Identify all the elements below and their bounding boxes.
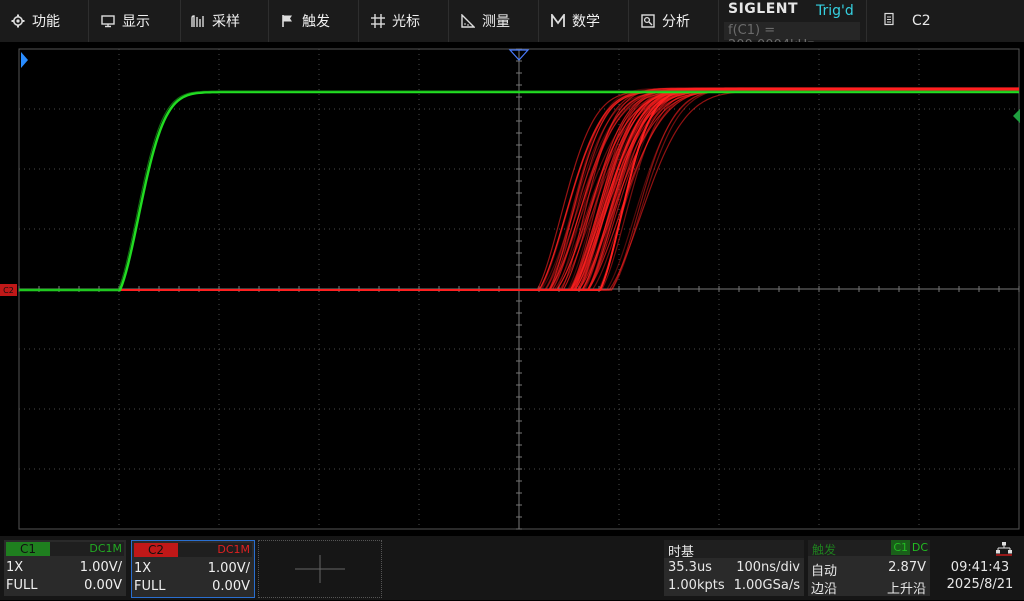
menu-analysis[interactable]: 分析 — [640, 0, 690, 42]
battery-icon — [884, 12, 894, 30]
menu-acquire[interactable]: 采样 — [190, 0, 240, 42]
trigger-slope: 上升沿 — [886, 582, 926, 597]
ch1-trace — [19, 90, 1019, 292]
timebase-points: 1.00kpts — [668, 578, 725, 593]
ch2-trace — [19, 89, 1020, 291]
network-icon — [996, 542, 1012, 560]
channel-1-header: C1 DC1M — [6, 542, 124, 556]
timebase-rate: 1.00GSa/s — [733, 578, 800, 593]
waveform-grid: C2 — [0, 42, 1024, 536]
channel-2-info[interactable]: C2 DC1M 1X 1.00V/ FULL 0.00V — [131, 540, 255, 598]
timebase-header: 时基 — [664, 540, 804, 560]
trigger-source: C1 — [891, 540, 910, 555]
plus-icon — [295, 555, 345, 583]
timebase-title: 时基 — [668, 545, 695, 560]
menu-cursors-label: 光标 — [392, 14, 420, 30]
trigger-position-marker[interactable] — [21, 52, 28, 68]
divider — [358, 0, 359, 42]
clock-area: 09:41:43 2025/8/21 — [936, 540, 1024, 596]
channel-2-row-2: FULL 0.00V — [134, 579, 250, 594]
trigger-level: 2.87V — [888, 560, 926, 575]
frequency-counter: f(C1) = 200.0004kHz — [724, 22, 860, 53]
analysis-icon — [640, 13, 656, 29]
channel-2-row-1: 1X 1.00V/ — [134, 561, 250, 576]
divider — [866, 0, 867, 42]
channel-1-offset: 0.00V — [84, 578, 122, 593]
gear-icon — [10, 13, 26, 29]
divider — [628, 0, 629, 42]
trigger-title: 触发 — [812, 543, 837, 557]
divider — [718, 0, 719, 42]
flag-icon — [280, 13, 296, 29]
menu-cursors[interactable]: 光标 — [370, 0, 420, 42]
menu-display-label: 显示 — [122, 14, 150, 30]
timebase-delay: 35.3us — [668, 560, 712, 575]
divider — [538, 0, 539, 42]
timebase-info[interactable]: 时基 35.3us 100ns/div 1.00kpts 1.00GSa/s — [664, 540, 804, 596]
horizontal-trigger-marker[interactable] — [508, 49, 530, 61]
ch1-trace — [19, 90, 1019, 291]
trigger-status: Trig'd — [816, 3, 854, 19]
menu-function[interactable]: 功能 — [10, 0, 60, 42]
waveform-display[interactable]: C2 — [0, 42, 1024, 536]
channel-1-bandwidth: FULL — [6, 578, 38, 593]
bottom-status-bar: C1 DC1M 1X 1.00V/ FULL 0.00V C2 DC1M 1X … — [0, 536, 1024, 600]
menu-analysis-label: 分析 — [662, 14, 690, 30]
channel-2-bandwidth: FULL — [134, 579, 166, 594]
trigger-info[interactable]: 触发 C1 DC 自动 2.87V 边沿 上升沿 — [808, 540, 930, 597]
trigger-header: 触发 C1 DC — [808, 540, 930, 557]
menu-display[interactable]: 显示 — [100, 0, 150, 42]
brand-logo: SIGLENT — [728, 1, 799, 17]
channel-1-info[interactable]: C1 DC1M 1X 1.00V/ FULL 0.00V — [4, 540, 126, 596]
channel-1-scale: 1.00V/ — [79, 560, 122, 575]
menu-function-label: 功能 — [32, 14, 60, 30]
divider — [88, 0, 89, 42]
trigger-level-marker[interactable] — [1013, 109, 1020, 123]
channel-1-row-1: 1X 1.00V/ — [6, 560, 122, 575]
channel-2-tag: C2 — [134, 543, 178, 557]
math-icon — [550, 13, 566, 29]
channel-1-row-2: FULL 0.00V — [6, 578, 122, 593]
channel-2-header: C2 DC1M — [134, 543, 252, 557]
trigger-type: 边沿 — [811, 582, 838, 597]
menu-measure-label: 测量 — [482, 14, 510, 30]
cursor-icon — [370, 13, 386, 29]
menu-trigger[interactable]: 触发 — [280, 0, 330, 42]
channel-1-coupling: DC1M — [89, 542, 122, 555]
sampling-icon — [190, 13, 206, 29]
clock-date: 2025/8/21 — [946, 577, 1014, 592]
clock-time: 09:41:43 — [950, 560, 1010, 575]
menu-math-label: 数学 — [572, 14, 600, 30]
menu-acquire-label: 采样 — [212, 14, 240, 30]
channel-selector[interactable]: C2 — [884, 0, 931, 42]
measure-icon — [460, 13, 476, 29]
timebase-values: 35.3us 100ns/div 1.00kpts 1.00GSa/s — [664, 558, 804, 596]
divider — [448, 0, 449, 42]
menu-measure[interactable]: 测量 — [460, 0, 510, 42]
divider — [180, 0, 181, 42]
channel-2-offset: 0.00V — [212, 579, 250, 594]
monitor-icon — [100, 13, 116, 29]
channel-2-coupling: DC1M — [217, 543, 250, 556]
trigger-values: 自动 2.87V 边沿 上升沿 — [808, 556, 930, 597]
channel-1-tag: C1 — [6, 542, 50, 556]
status-area: SIGLENT Trig'd f(C1) = 200.0004kHz — [722, 0, 862, 53]
c2-offset-marker-label: C2 — [3, 286, 14, 295]
c2-offset-marker[interactable]: C2 — [0, 284, 17, 296]
timebase-scale: 100ns/div — [736, 560, 800, 575]
ch2-trace — [19, 88, 1019, 291]
menu-trigger-label: 触发 — [302, 14, 330, 30]
channel-2-scale: 1.00V/ — [207, 561, 250, 576]
menu-math[interactable]: 数学 — [550, 0, 600, 42]
trigger-coupling: DC — [911, 541, 928, 554]
trigger-mode: 自动 — [811, 564, 838, 579]
channel-2-probe: 1X — [134, 561, 152, 576]
add-channel-slot[interactable] — [258, 540, 382, 598]
top-menu-bar: 功能 显示 采样 触发 光标 测量 数学 分析 — [0, 0, 1024, 53]
divider — [268, 0, 269, 42]
channel-1-probe: 1X — [6, 560, 24, 575]
channel-selector-label: C2 — [912, 13, 931, 29]
